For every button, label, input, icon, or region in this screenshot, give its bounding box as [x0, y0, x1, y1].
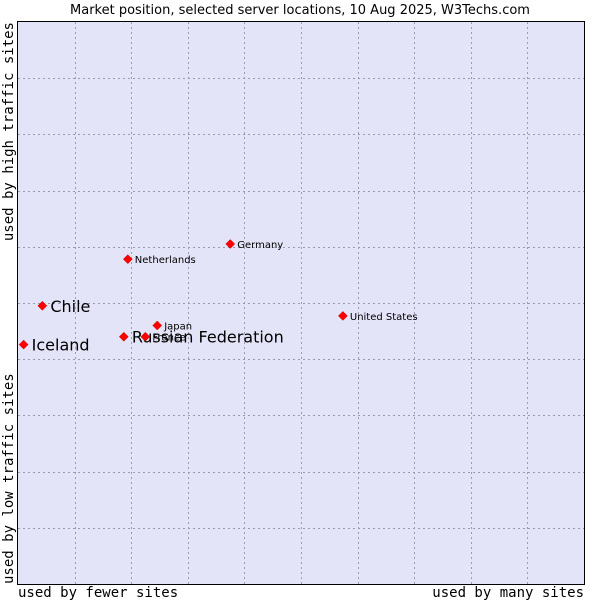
point-label-germany: Germany — [237, 240, 283, 251]
point-label-chile: Chile — [50, 297, 90, 316]
data-point-chile[interactable]: Chile — [37, 297, 91, 316]
point-label-japan: Japan — [163, 321, 192, 332]
data-point-iceland[interactable]: Iceland — [18, 336, 90, 355]
point-label-united-states: United States — [350, 312, 418, 323]
point-label-netherlands: Netherlands — [135, 255, 196, 266]
point-marker-netherlands — [122, 254, 133, 265]
data-points: Iceland Chile Russian FederationFranceJapa… — [18, 239, 418, 355]
data-point-russian-federation[interactable]: Russian Federation — [118, 328, 284, 347]
y-axis-low-label: used by low traffic sites — [1, 373, 17, 584]
point-marker-iceland — [18, 339, 29, 350]
x-axis-low-label: used by fewer sites — [18, 585, 178, 600]
point-marker-japan — [152, 320, 163, 331]
point-marker-germany — [225, 239, 236, 249]
point-marker-chile — [37, 300, 48, 311]
data-point-france[interactable]: France — [140, 331, 186, 344]
data-point-netherlands[interactable]: Netherlands — [122, 254, 196, 267]
point-marker-russian-federation — [118, 331, 129, 342]
chart-title: Market position, selected server locatio… — [70, 3, 530, 18]
y-axis-high-label: used by high traffic sites — [1, 22, 17, 241]
point-label-iceland: Iceland — [32, 336, 90, 355]
x-axis-high-label: used by many sites — [432, 585, 584, 600]
data-point-japan[interactable]: Japan — [152, 320, 192, 333]
data-point-united-states[interactable]: United States — [338, 311, 418, 323]
point-marker-france — [140, 331, 151, 342]
point-label-france: France — [152, 333, 185, 344]
point-label-russian-federation: Russian Federation — [132, 328, 284, 347]
point-marker-united-states — [338, 311, 348, 321]
data-point-germany[interactable]: Germany — [225, 239, 284, 251]
grid-lines — [18, 22, 584, 584]
